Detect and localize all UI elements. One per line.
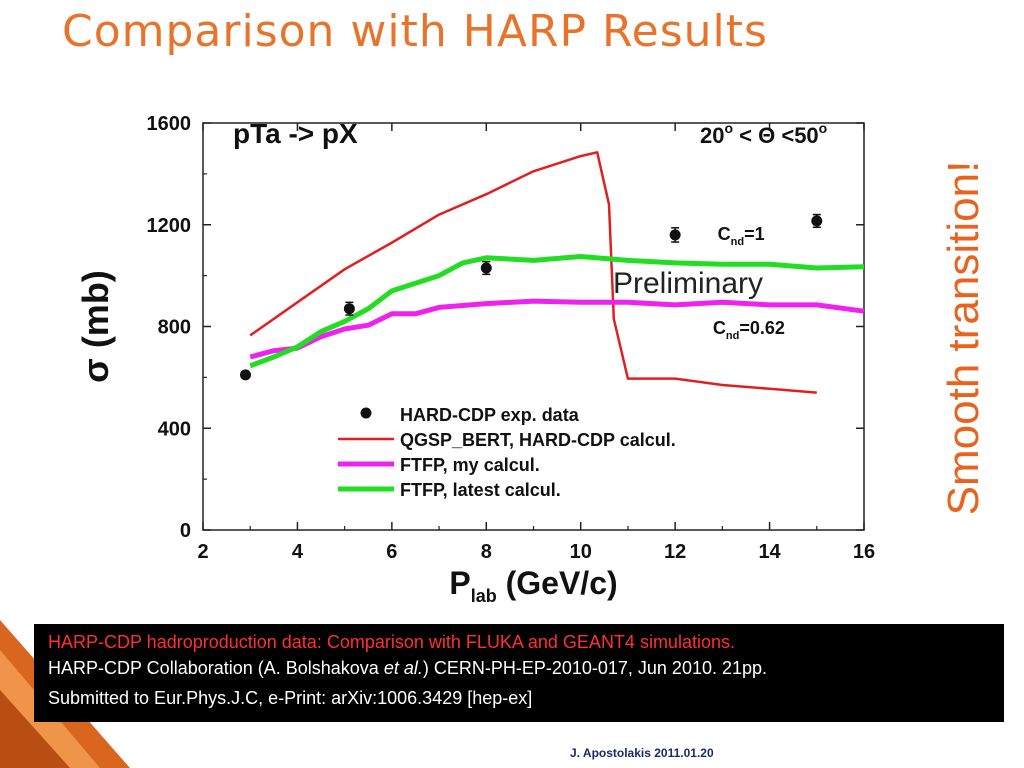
data-point: [669, 229, 681, 241]
citation-line-2-a: HARP-CDP Collaboration (A. Bolshakova: [48, 658, 384, 678]
citation-box: HARP-CDP hadroproduction data: Compariso…: [34, 624, 1004, 722]
annotation-cnd1: Cnd=1: [718, 224, 765, 248]
x-tick-label: 6: [386, 541, 397, 563]
slide-title: Comparison with HARP Results: [62, 6, 768, 57]
legend-marker-0: [360, 407, 372, 419]
annotation-rest: =1: [744, 224, 765, 244]
y-tick-label: 1600: [147, 113, 192, 135]
series-line-2: [249, 298, 865, 360]
x-tick-label: 16: [853, 541, 875, 563]
x-tick-label: 10: [570, 541, 592, 563]
y-tick-label: 400: [158, 418, 191, 440]
citation-line-2: HARP-CDP Collaboration (A. Bolshakova et…: [48, 658, 767, 679]
author-date: J. Apostolakis 2011.01.20: [570, 746, 714, 760]
angle-range-sup2: o: [819, 120, 828, 136]
y-axis-label: σ (mb): [75, 270, 116, 383]
legend-label-2: FTFP, my calcul.: [400, 455, 540, 475]
chart-title: pTa -> pX: [233, 118, 358, 149]
x-axis-label-unit: (GeV/c): [497, 565, 618, 601]
data-point: [480, 262, 492, 274]
data-point: [811, 215, 823, 227]
angle-range-mid: < Θ <50: [733, 123, 819, 148]
annotation-sub: nd: [731, 236, 744, 248]
legend-label-3: FTFP, latest calcul.: [400, 480, 561, 500]
y-tick-label: 0: [180, 520, 191, 542]
preliminary-watermark: Preliminary: [613, 267, 763, 300]
data-point: [343, 303, 355, 315]
citation-line-1: HARP-CDP hadroproduction data: Compariso…: [48, 632, 735, 652]
x-tick-label: 4: [292, 541, 304, 563]
annotation-sub: nd: [726, 330, 739, 342]
legend-label-1: QGSP_BERT, HARD-CDP calcul.: [400, 430, 676, 450]
citation-line-3: Submitted to Eur.Phys.J.C, e-Print: arXi…: [48, 688, 533, 708]
angle-range-sup1: o: [724, 120, 733, 136]
chart: 2 4 6 8 10 12 14 16 0 400 800 1200 1600 Plab (GeV/c) σ…: [75, 113, 875, 606]
x-tick-label: 2: [197, 541, 208, 563]
y-tick-label: 800: [158, 317, 191, 339]
series-line-1: [249, 151, 817, 394]
plot-area: 2 4 6 8 10 12 14 16 0 400 800 1200 1600 Plab (GeV/c) σ…: [75, 113, 875, 606]
citation-line-2-b: ) CERN-PH-EP-2010-017, Jun 2010. 21pp.: [422, 658, 768, 678]
annotation-cnd062: Cnd=0.62: [713, 318, 785, 342]
x-tick-label: 12: [664, 541, 686, 563]
legend-label-0: HARD-CDP exp. data: [400, 405, 580, 425]
citation-line-2-em: et al.: [383, 658, 423, 678]
side-note: Smooth transition!: [939, 160, 988, 516]
x-tick-label: 8: [481, 541, 492, 563]
x-axis-label: Plab (GeV/c): [449, 565, 617, 606]
data-point: [239, 369, 251, 381]
annotation-main: C: [718, 224, 731, 244]
series-line-3: [249, 254, 865, 369]
x-tick-label: 14: [758, 541, 781, 563]
x-axis-label-sub: lab: [471, 586, 497, 606]
annotation-rest: =0.62: [739, 318, 785, 338]
angle-range-pre: 20: [700, 123, 724, 148]
angle-range-label: 20o < Θ <50o: [700, 120, 827, 148]
y-tick-label: 1200: [147, 215, 192, 237]
annotation-main: C: [713, 318, 726, 338]
x-axis-label-main: P: [449, 565, 470, 601]
